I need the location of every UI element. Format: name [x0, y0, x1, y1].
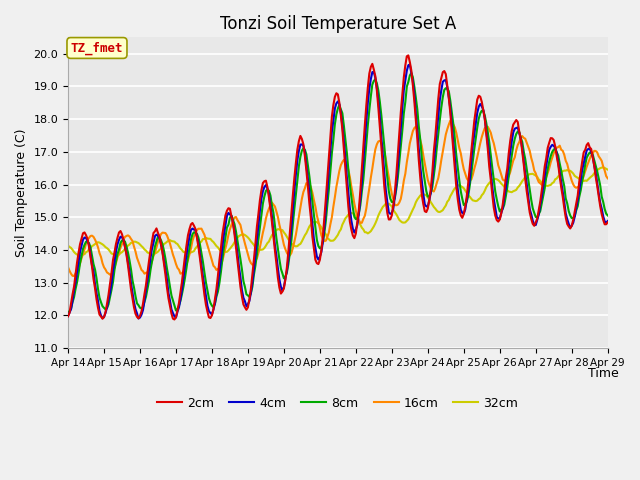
- 4cm: [64, 313, 72, 319]
- Line: 16cm: 16cm: [68, 121, 608, 276]
- 4cm: [406, 61, 413, 67]
- Line: 2cm: 2cm: [68, 55, 608, 320]
- 32cm: [599, 165, 607, 170]
- 4cm: [604, 218, 612, 224]
- 8cm: [604, 213, 612, 218]
- 8cm: [371, 76, 379, 82]
- Text: TZ_fmet: TZ_fmet: [71, 41, 124, 55]
- 8cm: [401, 99, 409, 105]
- 16cm: [166, 240, 174, 246]
- 16cm: [541, 178, 548, 184]
- 8cm: [540, 193, 547, 199]
- 16cm: [391, 202, 399, 208]
- X-axis label: Time: Time: [588, 367, 618, 380]
- 16cm: [64, 264, 72, 270]
- 32cm: [64, 243, 72, 249]
- 2cm: [164, 295, 172, 301]
- 16cm: [447, 118, 454, 124]
- 8cm: [64, 309, 72, 315]
- 8cm: [390, 199, 397, 205]
- 8cm: [164, 274, 172, 280]
- 4cm: [134, 316, 142, 322]
- 4cm: [403, 68, 411, 73]
- 2cm: [64, 313, 72, 319]
- 16cm: [604, 176, 612, 181]
- 2cm: [404, 52, 412, 58]
- 4cm: [166, 298, 174, 303]
- Line: 4cm: 4cm: [68, 64, 608, 319]
- 2cm: [79, 230, 87, 236]
- 4cm: [541, 174, 548, 180]
- 8cm: [408, 70, 415, 76]
- Title: Tonzi Soil Temperature Set A: Tonzi Soil Temperature Set A: [220, 15, 456, 33]
- 32cm: [77, 253, 85, 259]
- 4cm: [373, 85, 381, 91]
- Line: 8cm: 8cm: [68, 73, 608, 312]
- 2cm: [604, 219, 612, 225]
- 2cm: [403, 53, 411, 59]
- 32cm: [166, 237, 174, 243]
- 16cm: [81, 246, 88, 252]
- 16cm: [70, 273, 78, 279]
- 16cm: [373, 142, 381, 147]
- 16cm: [403, 159, 411, 165]
- 32cm: [540, 181, 547, 187]
- Y-axis label: Soil Temperature (C): Soil Temperature (C): [15, 129, 28, 257]
- 32cm: [81, 252, 88, 257]
- 32cm: [391, 209, 399, 215]
- 2cm: [541, 164, 548, 169]
- 32cm: [604, 167, 612, 172]
- Legend: 2cm, 4cm, 8cm, 16cm, 32cm: 2cm, 4cm, 8cm, 16cm, 32cm: [152, 392, 524, 415]
- 32cm: [373, 217, 381, 223]
- 2cm: [391, 190, 399, 195]
- 2cm: [171, 317, 179, 323]
- 8cm: [79, 246, 87, 252]
- 32cm: [403, 218, 411, 224]
- 4cm: [391, 194, 399, 200]
- 2cm: [373, 87, 381, 93]
- 4cm: [79, 237, 87, 242]
- Line: 32cm: 32cm: [68, 168, 608, 256]
